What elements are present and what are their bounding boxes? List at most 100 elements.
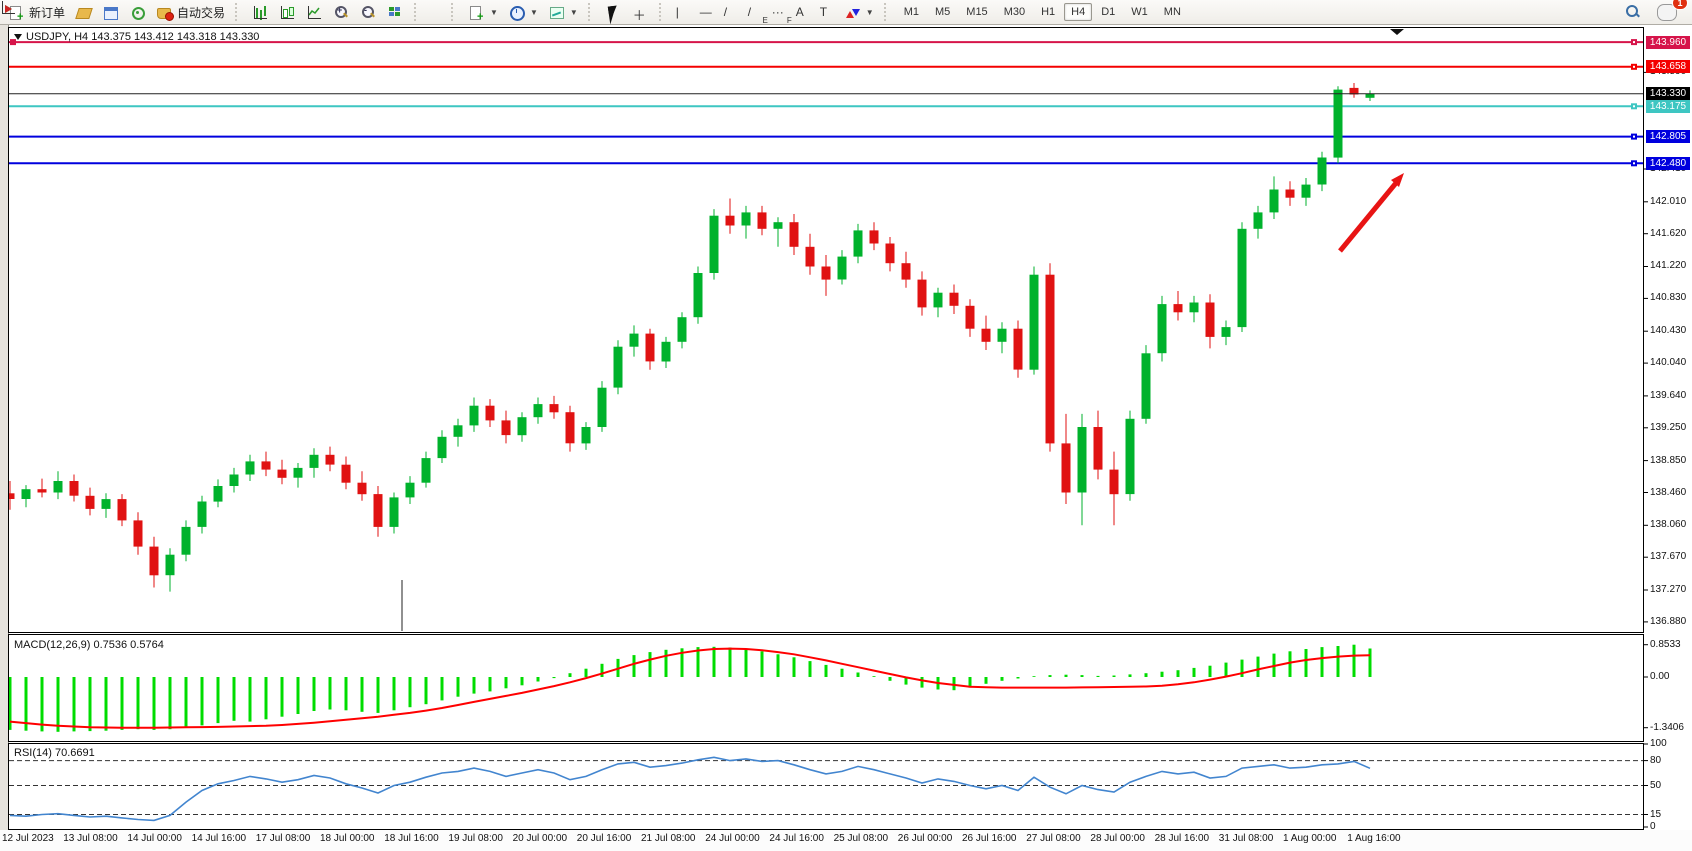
objects-group: | — / / E ··· F A T ▼ [668,0,882,25]
fibonacci-glyph: ··· [771,5,784,19]
indicator-group: + ▼ ▼ ▼ [460,0,586,24]
zoom-in-icon: + [333,5,350,20]
rsi-axis-label: 80 [1650,754,1662,766]
rsi-axis-label: 15 [1650,808,1662,820]
gold-tool-button[interactable] [70,1,97,23]
notification-badge: 1 [1672,0,1688,10]
indicators-icon: + [468,5,485,22]
horizontal-line-glyph: — [699,5,712,19]
price-line-label[interactable]: 142.805 [1646,130,1690,144]
price-line-label[interactable]: 143.175 [1646,99,1690,113]
price-line-label[interactable]: 143.960 [1646,35,1690,49]
timeframe-w1[interactable]: W1 [1131,6,1148,18]
chat-icon [1657,3,1677,21]
price-tick-label: 138.060 [1650,519,1687,531]
timeframe-mn[interactable]: MN [1163,6,1181,18]
templates-button[interactable]: ▼ [543,1,583,23]
crosshair-icon: ＋ [632,7,646,23]
rsi-axis-label: 100 [1650,738,1667,749]
channel-tool[interactable]: / E [743,1,768,25]
price-tick-label: 140.830 [1650,292,1687,304]
chat-button[interactable]: 1 [1652,0,1688,23]
macd-axis-label: 0.00 [1650,671,1670,682]
price-line-label[interactable]: 143.658 [1646,60,1690,74]
toolbar: + 新订单 自动交易 + - [0,0,1692,25]
price-tick-label: 139.250 [1650,421,1687,433]
new-order-button[interactable]: + 新订单 [3,1,70,23]
price-tick-label: 141.620 [1650,227,1687,239]
price-tick-label: 139.640 [1650,389,1687,401]
cursor-group: ＋ [597,0,657,25]
macd-pane[interactable] [8,634,1644,742]
price-tick-label: 138.850 [1650,454,1687,466]
signal-button[interactable] [124,1,151,23]
autotrade-label: 自动交易 [177,5,226,20]
autotrade-button[interactable]: 自动交易 [151,1,230,23]
line-chart-icon [306,5,323,20]
label-tool[interactable]: T [815,1,839,23]
chart-area: USDJPY, H4 143.375 143.412 143.318 143.3… [0,25,1692,851]
price-tick-label: 141.220 [1650,260,1687,272]
separator [587,3,595,21]
market-window-button[interactable] [97,1,124,23]
trendline-glyph: / [723,5,728,19]
templates-icon [548,5,565,20]
macd-axis-label: 0.8533 [1650,638,1681,650]
text-tool-glyph: A [795,5,804,19]
gold-tool-icon [75,5,93,20]
price-tick-label: 137.270 [1650,583,1687,595]
timeframe-m30[interactable]: M30 [1003,6,1026,18]
rsi-pane[interactable] [8,743,1644,830]
auto-scroll-button[interactable] [2,1,436,23]
crosshair-button[interactable]: ＋ [627,1,654,23]
price-line-label[interactable]: 142.480 [1646,156,1690,170]
separator [414,3,421,21]
price-tick-label: 137.670 [1650,551,1687,563]
rsi-axis-label: 50 [1650,779,1662,791]
horizontal-line-tool[interactable]: — [695,1,719,23]
timeframe-m5[interactable]: M5 [935,6,951,18]
separator [451,3,458,21]
candle-chart-button[interactable] [274,1,301,23]
timeframe-h4[interactable]: H4 [1064,3,1093,21]
autotrade-icon [156,5,175,21]
candle-chart-icon [279,5,296,20]
fibonacci-sub-label: F [786,16,792,25]
arrows-tool-icon [844,5,861,20]
price-tick-label: 142.010 [1650,195,1687,207]
signal-icon [129,5,146,20]
timeframe-h1[interactable]: H1 [1041,6,1056,18]
timeframe-group: M1 M5 M15 M30 H1 H4 D1 W1 MN [893,0,1192,24]
cursor-icon [605,4,622,25]
chart-shift-button[interactable] [2,1,446,23]
tile-windows-button[interactable] [382,1,409,23]
line-chart-button[interactable] [301,1,328,23]
separator [658,3,666,21]
arrows-tool[interactable]: ▼ [839,1,879,23]
channel-glyph: / [747,5,752,19]
main-chart-pane[interactable] [8,27,1644,633]
text-tool[interactable]: A [791,1,815,23]
indicators-button[interactable]: + ▼ [463,1,503,23]
bar-chart-icon [252,5,269,20]
search-icon [1625,4,1641,20]
fibonacci-tool[interactable]: ··· F [767,1,792,25]
periods-button[interactable]: ▼ [503,1,543,23]
zoom-in-button[interactable]: + [328,1,355,23]
timeframe-m15[interactable]: M15 [966,6,988,18]
search-button[interactable] [1620,1,1646,23]
trade-group: + 新订单 自动交易 [0,0,233,24]
price-tick-label: 136.880 [1650,615,1687,627]
date-axis [0,830,1692,851]
zoom-out-icon: - [360,5,377,20]
bar-chart-button[interactable] [247,1,274,23]
zoom-out-button[interactable]: - [355,1,382,23]
cursor-button[interactable] [600,1,627,25]
vertical-line-tool[interactable]: | [671,1,695,23]
trendline-tool[interactable]: / [719,1,743,23]
timeframe-d1[interactable]: D1 [1101,6,1116,18]
timeframe-m1[interactable]: M1 [903,6,919,18]
separator [235,3,242,21]
separator [883,3,891,21]
